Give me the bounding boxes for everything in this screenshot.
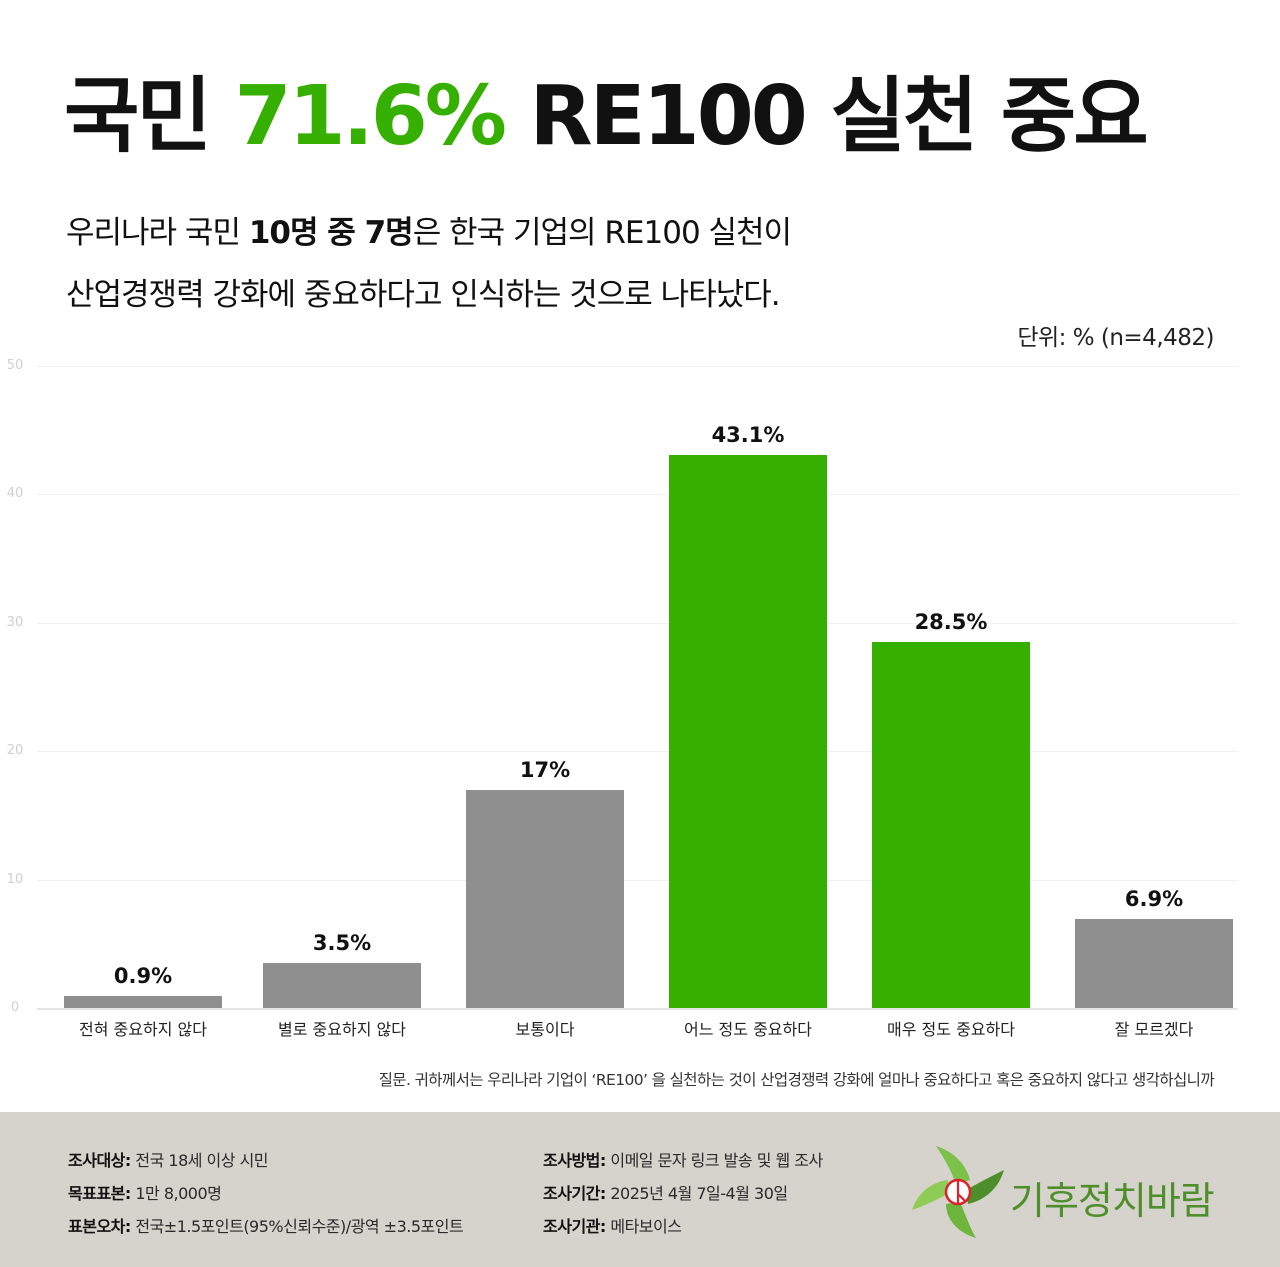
survey-meta-left: 조사대상: 전국 18세 이상 시민 목표표본: 1만 8,000명 표본오차:… [68, 1150, 464, 1249]
headline: 국민 71.6% RE100 실천 중요 [64, 62, 1149, 172]
pinwheel-logo-icon [912, 1146, 1004, 1238]
survey-question: 질문. 귀하께서는 우리나라 기업이 ‘RE100’ 을 실천하는 것이 산업경… [378, 1071, 1215, 1089]
logo-text: 기후정치바람 [1010, 1179, 1215, 1223]
y-tick-label: 0 [10, 1000, 20, 1015]
gridline [37, 751, 1238, 753]
y-tick-label: 40 [6, 486, 24, 502]
bar [263, 963, 421, 1008]
meta-method: 조사방법: 이메일 문자 링크 발송 및 웹 조사 [543, 1151, 823, 1170]
x-category-label: 보통이다 [515, 1020, 575, 1039]
headline-prefix: 국민 [64, 69, 212, 164]
bar-value-label: 0.9% [113, 964, 173, 989]
bar-value-label: 28.5% [914, 610, 988, 635]
bar [872, 642, 1030, 1008]
subtitle-line2: 산업경쟁력 강화에 중요하다고 인식하는 것으로 나타났다. [66, 277, 781, 313]
organization-logo: 기후정치바람 [910, 1142, 1230, 1242]
subtitle-line1-pre: 우리나라 국민 [66, 215, 249, 251]
x-category-label: 어느 정도 중요하다 [684, 1020, 812, 1039]
bar-value-label: 43.1% [711, 422, 785, 447]
bar-value-label: 17% [519, 757, 571, 782]
y-tick-label: 10 [6, 871, 24, 887]
meta-period: 조사기간: 2025년 4월 7일-4월 30일 [543, 1184, 788, 1203]
gridline [37, 879, 1238, 881]
y-tick-label: 30 [6, 614, 24, 630]
gridline [37, 366, 1238, 367]
x-category-label: 잘 모르겠다 [1114, 1020, 1194, 1039]
headline-accent-percent: 71.6% [234, 69, 506, 164]
bar-value-label: 3.5% [312, 931, 372, 956]
unit-note: 단위: % (n=4,482) [1017, 325, 1214, 351]
meta-target: 조사대상: 전국 18세 이상 시민 [68, 1151, 269, 1170]
meta-agency: 조사기관: 메타보이스 [543, 1217, 682, 1236]
subtitle-line1-post: 은 한국 기업의 RE100 실천이 [412, 215, 792, 251]
y-tick-label: 20 [6, 743, 24, 759]
meta-sample: 목표표본: 1만 8,000명 [68, 1184, 222, 1203]
x-category-label: 별로 중요하지 않다 [278, 1020, 406, 1039]
y-tick-label: 50 [6, 358, 24, 373]
survey-meta-right: 조사방법: 이메일 문자 링크 발송 및 웹 조사 조사기간: 2025년 4월… [543, 1150, 823, 1249]
x-axis-baseline [37, 1008, 1238, 1010]
bar [669, 454, 827, 1008]
gridline [37, 494, 1238, 496]
bar [466, 789, 624, 1008]
bar-value-label: 6.9% [1124, 887, 1184, 912]
x-category-label: 전혀 중요하지 않다 [79, 1020, 207, 1039]
bar [64, 996, 222, 1008]
bar [1075, 919, 1233, 1008]
bar-chart: 0 10 20 30 40 50 0.9% 전혀 중요하지 않다 3.5% 별로 중요하지 않다 1… [6, 358, 1238, 1039]
x-category-label: 매우 정도 중요하다 [887, 1020, 1015, 1039]
survey-info-footer: 조사대상: 전국 18세 이상 시민 목표표본: 1만 8,000명 표본오차:… [0, 1112, 1280, 1267]
subtitle-line1-bold: 10명 중 7명 [248, 215, 414, 251]
gridline [37, 622, 1238, 624]
meta-error: 표본오차: 전국±1.5포인트(95%신뢰수준)/광역 ±3.5포인트 [68, 1217, 464, 1236]
headline-suffix: RE100 실천 중요 [529, 69, 1149, 164]
